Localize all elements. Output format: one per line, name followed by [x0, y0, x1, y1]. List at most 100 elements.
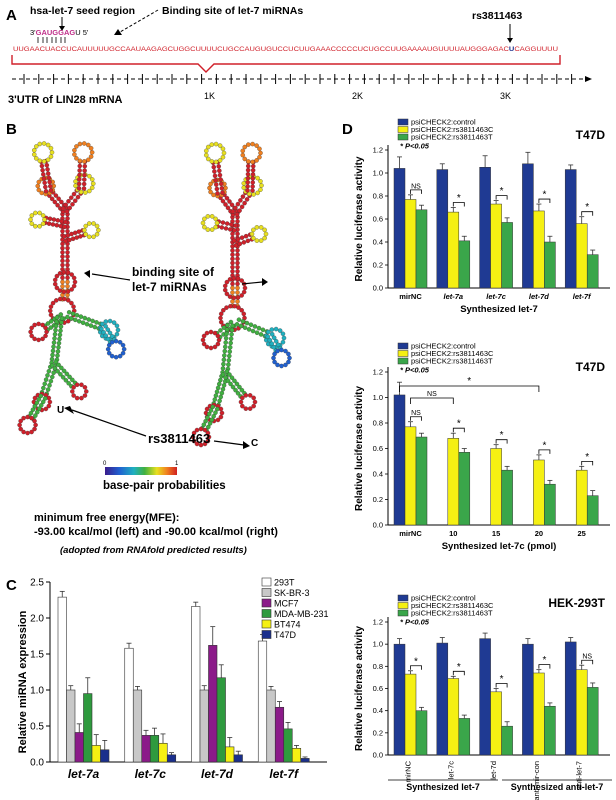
bar-mcf7-let-7c: [141, 735, 151, 763]
bar: [522, 163, 534, 289]
tick-3k: 3K: [500, 91, 511, 101]
nucleotide: [250, 188, 255, 193]
nucleotide: [18, 426, 23, 432]
nucleotide: [245, 175, 251, 181]
nucleotide: [96, 227, 101, 233]
legend-label: BT474: [274, 620, 301, 630]
nucleotide: [41, 385, 46, 391]
bar: [575, 669, 588, 756]
nucleotide: [220, 198, 226, 204]
nucleotide: [71, 275, 77, 281]
nucleotide: [29, 429, 34, 435]
nucleotide: [235, 264, 240, 270]
significance-label: *: [457, 662, 461, 673]
nucleotide: [217, 143, 223, 148]
nucleotide: [214, 220, 220, 226]
nucleotide: [258, 150, 263, 156]
nucleotide: [227, 294, 233, 299]
nucleotide: [215, 341, 221, 347]
nucleotide: [220, 146, 226, 152]
nucleotide: [33, 224, 38, 229]
nucleotide: [60, 245, 65, 251]
nucleotide: [43, 325, 48, 331]
bar-sk-br-3-let-7f: [266, 689, 276, 763]
y-tick-label: 0.4: [373, 706, 383, 715]
nucleotide: [245, 188, 250, 193]
bar: [575, 469, 588, 526]
nucleotide: [113, 338, 119, 344]
bar: [586, 254, 599, 289]
nucleotide: [277, 328, 283, 333]
legend-swatch: [261, 609, 272, 618]
bar-mcf7-let-7d: [208, 645, 218, 763]
snp-arrowhead: [507, 38, 513, 43]
bar: [544, 483, 556, 526]
nucleotide: [72, 198, 78, 203]
nucleotide: [86, 221, 92, 226]
nucleotide: [239, 308, 244, 313]
nucleotide: [65, 289, 71, 294]
panel-c: C Relative miRNA expression 0.0 0.5 1.0 1.5…: [6, 577, 329, 781]
nucleotide: [45, 387, 51, 392]
p-value-note: * P<0.05: [400, 618, 430, 627]
bar-bt474-let-7a: [91, 745, 101, 763]
nucleotide: [215, 385, 221, 391]
x-tick-label: 25: [578, 529, 586, 538]
nucleotide: [91, 181, 96, 186]
nucleotide: [65, 250, 70, 255]
mirna-seed: GAUGGAG: [36, 28, 76, 37]
significance-bracket: [452, 202, 465, 207]
nucleotide: [206, 144, 211, 150]
nucleotide: [235, 281, 240, 287]
nucleotide: [30, 407, 36, 412]
nucleotide: [45, 321, 51, 326]
nucleotide: [84, 389, 89, 394]
nucleotide: [217, 398, 222, 404]
panel-a-label: A: [6, 7, 17, 24]
nucleotide: [79, 382, 84, 388]
nucleotide: [70, 202, 75, 207]
bar: [393, 643, 406, 756]
legend-swatch: [397, 118, 409, 126]
nucleotide: [206, 156, 211, 162]
nucleotide: [244, 197, 250, 202]
nucleotide: [61, 368, 67, 374]
nucleotide: [225, 322, 230, 328]
significance-bracket: [538, 664, 551, 669]
nucleotide: [286, 359, 291, 365]
nucleotide: [94, 232, 100, 237]
x-tick-label: let-7d: [529, 292, 549, 301]
nucleotide: [107, 318, 113, 324]
nucleotide: [218, 181, 224, 187]
nucleotide: [227, 349, 233, 354]
nucleotide: [53, 359, 59, 365]
nucleotide: [94, 320, 99, 325]
significance-bracket: [495, 195, 508, 200]
nucleotide: [214, 406, 220, 412]
nucleotide: [105, 327, 111, 332]
nucleotide: [46, 403, 52, 409]
nucleotide: [43, 406, 49, 412]
nucleotide: [205, 430, 211, 436]
nucleotide: [243, 406, 249, 411]
nucleotide: [82, 315, 88, 321]
nucleotide: [208, 408, 214, 413]
significance-bracket: [581, 211, 594, 216]
dose-bracket-star-label: *: [467, 376, 471, 387]
nucleotide: [205, 415, 210, 420]
x-tick-label: let-7c: [446, 761, 455, 780]
nucleotide: [220, 154, 226, 160]
bar: [415, 436, 428, 526]
nucleotide: [262, 235, 267, 241]
nucleotide: [223, 335, 229, 341]
nucleotide: [230, 260, 235, 266]
nucleotide: [32, 322, 37, 328]
nucleotide: [238, 399, 244, 405]
nucleotide: [54, 273, 60, 279]
nucleotide: [65, 314, 70, 320]
nucleotide: [65, 254, 70, 259]
nucleotide: [213, 393, 219, 398]
nucleotide: [62, 296, 67, 302]
nucleotide: [235, 219, 240, 224]
